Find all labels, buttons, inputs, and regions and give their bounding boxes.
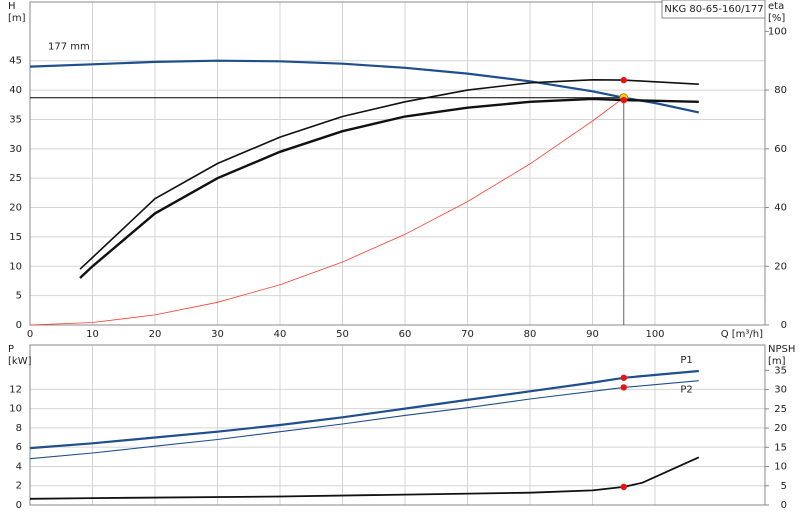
operating-marker bbox=[620, 374, 627, 381]
curve bbox=[29, 380, 699, 460]
curve bbox=[29, 369, 699, 450]
y-tick-label: 8 bbox=[16, 423, 22, 434]
y-tick-label: 10 bbox=[9, 261, 22, 272]
y-tick-label: 2 bbox=[16, 481, 22, 492]
y-axis-label: [kW] bbox=[8, 356, 32, 367]
y-axis-label: [m] bbox=[8, 13, 26, 24]
y2-tick-label: 40 bbox=[774, 203, 787, 214]
x-tick-label: 60 bbox=[399, 329, 412, 340]
y-tick-label: 5 bbox=[16, 291, 22, 302]
series-label: P1 bbox=[680, 355, 692, 366]
y-axis-label: P bbox=[8, 344, 14, 355]
y2-tick-label: 5 bbox=[781, 481, 787, 492]
y2-tick-label: 20 bbox=[774, 261, 787, 272]
y2-axis-label: eta bbox=[768, 1, 784, 12]
y2-tick-label: 10 bbox=[774, 462, 787, 473]
x-tick-label: 100 bbox=[645, 329, 664, 340]
x-tick-label: 30 bbox=[211, 329, 224, 340]
y2-tick-label: 80 bbox=[774, 85, 787, 96]
series-label: 177 mm bbox=[48, 42, 90, 53]
y-tick-label: 15 bbox=[9, 232, 22, 243]
y2-tick-label: 25 bbox=[774, 404, 787, 415]
x-tick-label: 70 bbox=[461, 329, 474, 340]
plot-frame bbox=[29, 1, 766, 326]
y-tick-label: 20 bbox=[9, 203, 22, 214]
y-tick-label: 0 bbox=[16, 500, 22, 511]
operating-marker bbox=[620, 96, 627, 104]
y2-axis-label: NPSH bbox=[768, 344, 795, 355]
y2-tick-label: 0 bbox=[781, 320, 787, 331]
y-tick-label: 0 bbox=[16, 320, 22, 331]
y2-tick-label: 100 bbox=[768, 26, 787, 37]
x-tick-label: 20 bbox=[149, 329, 162, 340]
x-axis-label: Q [m³/h] bbox=[721, 329, 763, 340]
curve bbox=[79, 97, 699, 279]
y2-tick-label: 35 bbox=[774, 365, 787, 376]
operating-marker bbox=[620, 76, 627, 84]
y2-axis-label: [%] bbox=[768, 13, 785, 24]
x-tick-label: 40 bbox=[274, 329, 287, 340]
y-tick-label: 10 bbox=[9, 404, 22, 415]
y-axis-label: H bbox=[8, 1, 16, 12]
y-tick-label: 25 bbox=[9, 173, 22, 184]
y2-tick-label: 15 bbox=[774, 442, 787, 453]
operating-marker bbox=[620, 483, 627, 491]
y2-tick-label: 30 bbox=[774, 385, 787, 396]
y-tick-label: 6 bbox=[16, 442, 22, 453]
curve bbox=[79, 78, 699, 270]
y-tick-label: 4 bbox=[16, 461, 22, 472]
curve bbox=[29, 456, 700, 500]
curve bbox=[29, 97, 625, 326]
y-tick-label: 12 bbox=[9, 384, 22, 395]
x-tick-label: 0 bbox=[27, 329, 33, 340]
y2-tick-label: 0 bbox=[781, 500, 787, 511]
plot-frame bbox=[29, 344, 766, 506]
x-tick-label: 50 bbox=[336, 329, 349, 340]
y2-axis-label: [m] bbox=[768, 356, 786, 367]
chart-title: NKG 80-65-160/177 bbox=[664, 4, 763, 15]
y-tick-label: 35 bbox=[9, 114, 22, 125]
curve bbox=[29, 59, 700, 114]
y-tick-label: 30 bbox=[9, 144, 22, 155]
x-tick-label: 90 bbox=[586, 329, 599, 340]
y-tick-label: 40 bbox=[9, 85, 22, 96]
x-tick-label: 80 bbox=[524, 329, 537, 340]
x-tick-label: 10 bbox=[86, 329, 99, 340]
y-tick-label: 45 bbox=[9, 56, 22, 67]
y2-tick-label: 60 bbox=[774, 144, 787, 155]
operating-marker bbox=[620, 384, 627, 391]
series-label: P2 bbox=[680, 385, 692, 396]
y2-tick-label: 20 bbox=[774, 423, 787, 434]
title-box bbox=[661, 0, 766, 19]
